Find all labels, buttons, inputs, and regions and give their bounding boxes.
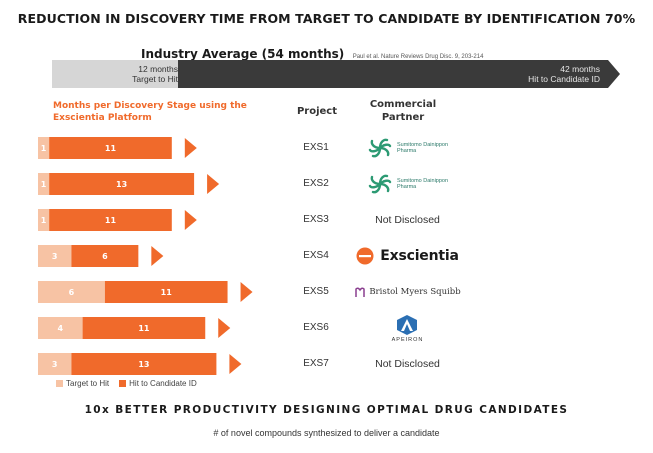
- value-label-target-to-hit-exs4: 3: [52, 252, 58, 261]
- hit-to-candidate-segment: [178, 60, 608, 88]
- target-to-hit-label: 12 months Target to Hit: [132, 64, 178, 84]
- bar-hit-to-candidate-exs4: [71, 245, 139, 267]
- hit-to-candidate-label: 42 months Hit to Candidate ID: [528, 64, 600, 84]
- value-label-target-to-hit-exs6: 4: [58, 324, 64, 333]
- project-label-exs6: EXS6: [303, 322, 329, 333]
- legend-label-target-to-hit: Target to Hit: [66, 379, 110, 388]
- sumitomo-emblem-icon: [368, 174, 392, 194]
- bar-arrow-exs4: [151, 246, 164, 266]
- value-label-target-to-hit-exs5: 6: [69, 288, 75, 297]
- timeline-arrow-tip: [608, 60, 620, 88]
- project-label-exs3: EXS3: [303, 214, 329, 225]
- bar-arrow-exs1: [184, 138, 197, 158]
- legend-swatch-target-to-hit: [56, 380, 63, 387]
- value-label-hit-to-candidate-exs3: 11: [105, 216, 117, 225]
- partner-cell-exs2: Sumitomo Dainippon Pharma: [345, 170, 470, 198]
- bar-target-to-hit-exs5: [38, 281, 105, 303]
- partner-name: APEIRON: [391, 336, 424, 343]
- project-label-exs7: EXS7: [303, 358, 329, 369]
- partner-cell-exs5: Bristol Myers Squibb: [345, 278, 470, 306]
- industry-average-label: Industry Average (54 months): [141, 47, 345, 61]
- target-to-hit-segment: [52, 60, 178, 88]
- sumitomo-emblem-icon: [368, 138, 392, 158]
- bar-target-to-hit-exs2: [38, 173, 50, 195]
- exscientia-mark-icon: [356, 247, 374, 265]
- bar-hit-to-candidate-exs7: [71, 353, 217, 375]
- bar-target-to-hit-exs7: [38, 353, 72, 375]
- partner-name: Exscientia: [380, 248, 459, 264]
- productivity-subline: # of novel compounds synthesized to deli…: [213, 428, 440, 438]
- value-label-hit-to-candidate-exs6: 11: [138, 324, 150, 333]
- industry-timeline-bar: 12 months Target to Hit 42 months Hit to…: [52, 60, 622, 88]
- value-label-hit-to-candidate-exs4: 6: [102, 252, 108, 261]
- value-label-hit-to-candidate-exs7: 13: [138, 360, 149, 369]
- citation-text: Paul et al. Nature Reviews Drug Disc. 9,…: [352, 54, 484, 60]
- productivity-headline: 10x BETTER PRODUCTIVITY DESIGNING OPTIMA…: [84, 404, 569, 416]
- partner-name: Not Disclosed: [375, 358, 440, 370]
- value-label-hit-to-candidate-exs1: 11: [105, 144, 117, 153]
- bar-target-to-hit-exs4: [38, 245, 72, 267]
- legend-item-hit-to-candidate: Hit to Candidate ID: [119, 379, 197, 388]
- bar-hit-to-candidate-exs1: [49, 137, 172, 159]
- bar-arrow-exs2: [207, 174, 220, 194]
- value-label-hit-to-candidate-exs5: 11: [161, 288, 173, 297]
- value-label-hit-to-candidate-exs2: 13: [116, 180, 127, 189]
- value-label-target-to-hit-exs1: 1: [41, 144, 47, 153]
- legend-label-hit-to-candidate: Hit to Candidate ID: [129, 379, 197, 388]
- partner-column-header: Commercial Partner: [369, 99, 437, 123]
- project-label-exs4: EXS4: [303, 250, 329, 261]
- bms-logo: Bristol Myers Squibb: [354, 286, 461, 298]
- partner-cell-exs1: Sumitomo Dainippon Pharma: [345, 134, 470, 162]
- apeiron-mark-icon: [397, 314, 418, 335]
- exscientia-logo: Exscientia: [356, 247, 459, 265]
- value-label-target-to-hit-exs2: 1: [41, 180, 47, 189]
- bar-arrow-exs5: [240, 282, 253, 302]
- bms-mark-icon: [355, 287, 366, 297]
- value-label-target-to-hit-exs3: 1: [41, 216, 47, 225]
- bar-hit-to-candidate-exs2: [49, 173, 195, 195]
- partner-cell-exs3: Not Disclosed: [345, 206, 470, 234]
- bar-arrow-exs7: [229, 354, 242, 374]
- bar-hit-to-candidate-exs6: [82, 317, 206, 339]
- partner-name: Sumitomo Dainippon Pharma: [396, 178, 449, 190]
- partner-name: Not Disclosed: [375, 214, 440, 226]
- project-label-exs2: EXS2: [303, 178, 329, 189]
- industry-average-header: Industry Average (54 months) Paul et al.…: [141, 45, 483, 63]
- bar-target-to-hit-exs6: [38, 317, 83, 339]
- project-label-exs1: EXS1: [303, 142, 329, 153]
- legend-swatch-hit-to-candidate: [119, 380, 127, 387]
- sumitomo-logo: Sumitomo Dainippon Pharma: [367, 171, 448, 197]
- bar-hit-to-candidate-exs5: [104, 281, 228, 303]
- bar-hit-to-candidate-exs3: [49, 209, 172, 231]
- project-column-header: Project: [296, 106, 338, 117]
- value-label-target-to-hit-exs7: 3: [52, 360, 58, 369]
- chart-title: Months per Discovery Stage using the Exs…: [53, 101, 247, 123]
- sumitomo-logo: Sumitomo Dainippon Pharma: [367, 135, 448, 161]
- bar-target-to-hit-exs3: [38, 209, 50, 231]
- chart-legend: Target to Hit Hit to Candidate ID: [56, 379, 197, 388]
- apeiron-logo: APEIRON: [392, 314, 424, 343]
- partner-name: Sumitomo Dainippon Pharma: [396, 142, 449, 154]
- partner-name: Bristol Myers Squibb: [369, 287, 461, 297]
- project-label-exs5: EXS5: [303, 286, 329, 297]
- partner-cell-exs4: Exscientia: [345, 242, 470, 270]
- bar-arrow-exs3: [184, 210, 197, 230]
- bar-arrow-exs6: [218, 318, 231, 338]
- page-title: REDUCTION IN DISCOVERY TIME FROM TARGET …: [17, 11, 636, 26]
- bar-target-to-hit-exs1: [38, 137, 50, 159]
- legend-item-target-to-hit: Target to Hit: [56, 379, 109, 388]
- partner-cell-exs6: APEIRON: [345, 314, 470, 343]
- partner-cell-exs7: Not Disclosed: [345, 350, 470, 378]
